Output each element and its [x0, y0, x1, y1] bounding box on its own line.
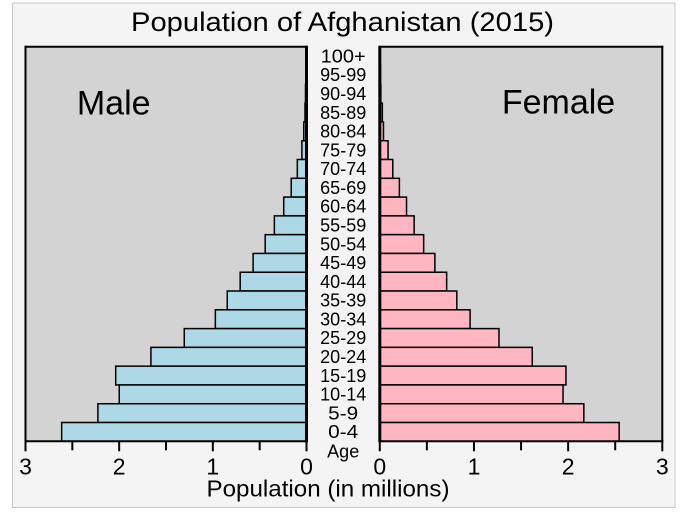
- svg-text:65-69: 65-69: [320, 178, 366, 198]
- svg-text:90-94: 90-94: [320, 84, 366, 104]
- svg-text:85-89: 85-89: [320, 103, 366, 123]
- svg-text:55-59: 55-59: [320, 215, 366, 235]
- svg-text:20-24: 20-24: [320, 347, 366, 367]
- svg-text:80-84: 80-84: [320, 122, 366, 142]
- svg-text:95-99: 95-99: [320, 65, 366, 85]
- svg-text:50-54: 50-54: [320, 234, 366, 254]
- svg-text:Population (in millions): Population (in millions): [207, 476, 450, 502]
- svg-text:3: 3: [656, 454, 669, 480]
- svg-text:35-39: 35-39: [320, 291, 366, 311]
- svg-text:30-34: 30-34: [320, 309, 366, 329]
- svg-text:0: 0: [373, 454, 386, 480]
- svg-text:3: 3: [19, 454, 32, 480]
- svg-text:0-4: 0-4: [328, 422, 358, 442]
- svg-text:2: 2: [562, 454, 575, 480]
- svg-text:100+: 100+: [321, 46, 366, 66]
- svg-text:Population of Afghanistan (201: Population of Afghanistan (2015): [131, 7, 554, 37]
- svg-text:25-29: 25-29: [320, 328, 366, 348]
- svg-text:60-64: 60-64: [320, 197, 366, 217]
- svg-text:Female: Female: [502, 84, 615, 122]
- svg-text:75-79: 75-79: [320, 140, 366, 160]
- svg-text:1: 1: [206, 454, 219, 480]
- svg-text:5-9: 5-9: [328, 403, 358, 423]
- svg-text:45-49: 45-49: [320, 253, 366, 273]
- svg-text:Age: Age: [327, 442, 359, 462]
- svg-text:Male: Male: [77, 84, 151, 122]
- svg-text:2: 2: [113, 454, 126, 480]
- svg-text:70-74: 70-74: [320, 159, 366, 179]
- svg-text:10-14: 10-14: [320, 385, 366, 405]
- svg-text:1: 1: [468, 454, 481, 480]
- svg-text:15-19: 15-19: [320, 366, 366, 386]
- svg-text:40-44: 40-44: [320, 272, 366, 292]
- svg-text:0: 0: [300, 454, 313, 480]
